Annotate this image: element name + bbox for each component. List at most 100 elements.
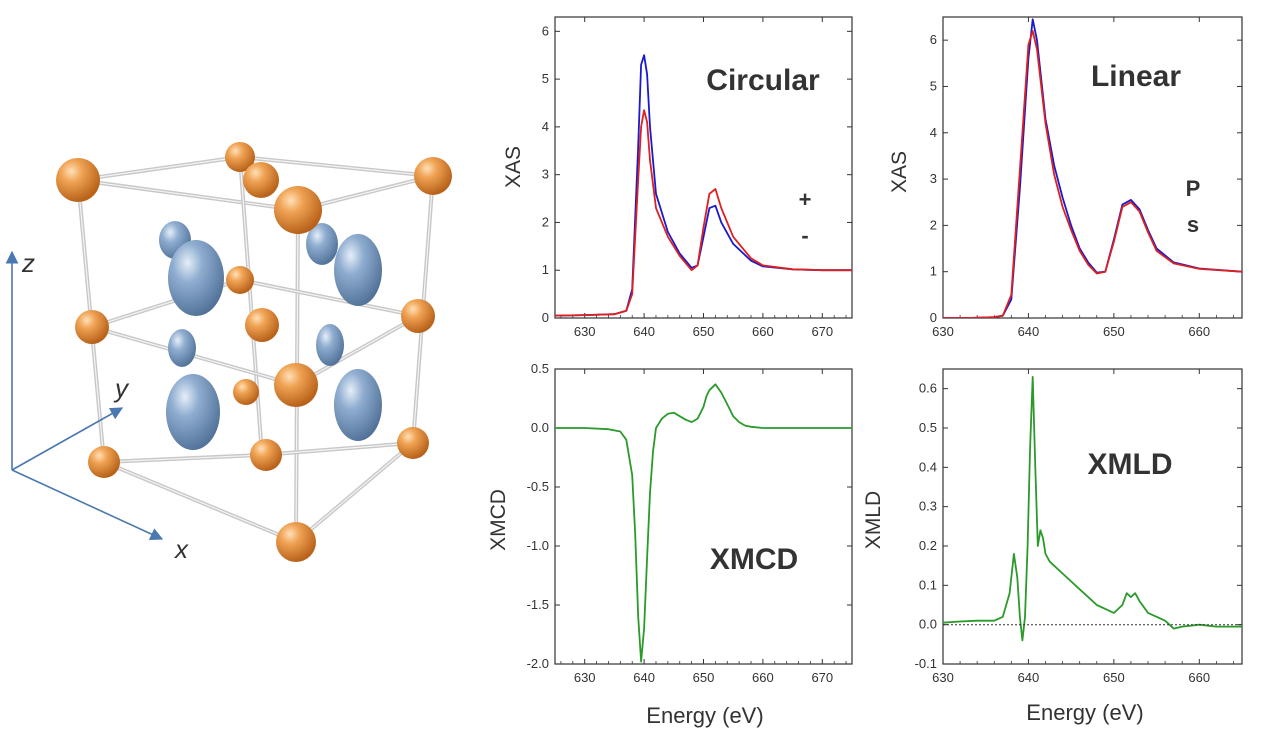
y-tick-label: 2 [542, 214, 549, 229]
y-tick-label: 4 [930, 125, 937, 140]
cation-sphere [397, 427, 429, 459]
chart-title: XMLD [1088, 448, 1173, 481]
cation-sphere [401, 299, 435, 333]
y-tick-label: 0.1 [919, 577, 937, 592]
chart-linear: 630 640 650 660 0 1 2 3 4 5 6 Linear XAS Ps [888, 16, 1243, 339]
coordinate-axes: z y x [5, 248, 189, 564]
plot-frame [942, 368, 1243, 665]
x-axis-title: Energy (eV) [1026, 700, 1143, 725]
legend-entry: - [801, 223, 808, 248]
y-tick-label: -1.0 [527, 538, 549, 553]
x-tick-label: 650 [1103, 324, 1125, 339]
lattice-bond-highlight [77, 156, 241, 181]
chart-circular: 630 640 650 660 670 0 1 2 3 4 5 6 Circular XAS + - [502, 16, 853, 339]
x-axis-label: x [173, 534, 189, 564]
series-line-series-1 [943, 29, 1242, 318]
y-tick-label: 0.5 [531, 361, 549, 376]
anion-sphere [334, 234, 382, 306]
cation-spheres [56, 142, 452, 562]
y-tick-label: 5 [930, 78, 937, 93]
lattice-bond-highlight [295, 315, 419, 386]
anion-sphere [168, 240, 224, 316]
lattice-bond-highlight [77, 179, 299, 211]
lattice-bond-highlight [261, 442, 414, 456]
chart-title: Linear [1091, 60, 1181, 93]
x-tick-label: 640 [1018, 324, 1040, 339]
chart-xmcd: 630 640 650 660 670 -2.0 -1.5 -1.0 -0.5 0.0 0.5 XMC… [487, 361, 853, 728]
z-axis-label: z [21, 248, 35, 278]
x-axis-title: Energy (eV) [646, 703, 763, 728]
x-tick-label: 630 [932, 670, 954, 685]
x-tick-label: 640 [633, 670, 655, 685]
cation-sphere [243, 162, 279, 198]
y-tick-label: 6 [930, 32, 937, 47]
anion-spheres [159, 221, 382, 450]
plot-frame [554, 368, 853, 665]
x-tick-label: 640 [1018, 670, 1040, 685]
x-tick-label: 650 [693, 324, 715, 339]
plot-frame [554, 16, 853, 319]
x-tick-label: 640 [633, 324, 655, 339]
y-tick-label: 2 [930, 217, 937, 232]
chart-title: XMCD [710, 543, 798, 576]
legend-entry: s [1187, 212, 1199, 237]
y-tick-label: -1.5 [527, 597, 549, 612]
anion-sphere [306, 223, 338, 265]
y-tick-label: -0.5 [527, 479, 549, 494]
y-tick-label: 1 [930, 264, 937, 279]
y-axis-arrow [11, 407, 124, 471]
series-line-series-1 [555, 109, 852, 317]
y-tick-label: 0 [542, 310, 549, 325]
y-axis-title: XAS [502, 146, 525, 188]
cation-sphere [225, 142, 255, 172]
x-axis-arrow [11, 469, 164, 541]
y-tick-label: 0.4 [919, 459, 937, 474]
cation-sphere [56, 158, 100, 202]
anion-sphere [334, 369, 382, 441]
y-tick-label: 0.3 [919, 499, 937, 514]
y-tick-label: 4 [542, 119, 549, 134]
cation-sphere [250, 439, 282, 471]
x-tick-label: 670 [811, 670, 833, 685]
lattice-bond-highlight [295, 442, 414, 543]
legend-entry: P [1186, 176, 1201, 201]
y-tick-label: 0.0 [531, 420, 549, 435]
cation-sphere [75, 310, 109, 344]
lattice-bond-highlight [103, 461, 297, 543]
x-tick-label: 670 [811, 324, 833, 339]
x-tick-label: 660 [1188, 324, 1210, 339]
chart-title: Circular [706, 64, 820, 97]
lattice-bond-highlight [239, 156, 434, 177]
y-tick-label: 3 [930, 171, 937, 186]
y-tick-label: 5 [542, 71, 549, 86]
cation-sphere [88, 446, 120, 478]
y-tick-label: -0.1 [915, 656, 937, 671]
y-axis-title: XAS [888, 151, 911, 193]
legend-entry: + [799, 187, 812, 212]
lattice-bond-highlight [239, 156, 263, 456]
crystal-structure: z y x [5, 142, 452, 564]
x-tick-label: 660 [752, 324, 774, 339]
cation-sphere [245, 308, 279, 342]
y-axis-title: XMLD [862, 491, 885, 549]
cation-sphere [226, 266, 254, 294]
series-line-series-0 [943, 375, 1242, 642]
x-tick-label: 630 [574, 324, 596, 339]
y-tick-label: 1 [542, 262, 549, 277]
anion-sphere [166, 374, 220, 450]
y-tick-label: 0 [930, 310, 937, 325]
y-tick-label: 0.2 [919, 538, 937, 553]
x-tick-label: 650 [693, 670, 715, 685]
lattice-bond-highlight [103, 454, 263, 463]
y-tick-label: 6 [542, 23, 549, 38]
y-tick-label: 3 [542, 167, 549, 182]
y-axis-title: XMCD [487, 489, 510, 551]
cation-sphere [274, 363, 318, 407]
anion-sphere [316, 324, 344, 366]
series-line-series-0 [555, 383, 852, 663]
chart-xmld: 630 640 650 660 -0.1 0.0 0.1 0.2 0.3 0.4 0.5 0.6 XML… [862, 368, 1243, 725]
x-tick-label: 650 [1103, 670, 1125, 685]
y-axis-label: y [113, 373, 130, 403]
x-tick-label: 630 [574, 670, 596, 685]
cation-sphere [233, 379, 259, 405]
